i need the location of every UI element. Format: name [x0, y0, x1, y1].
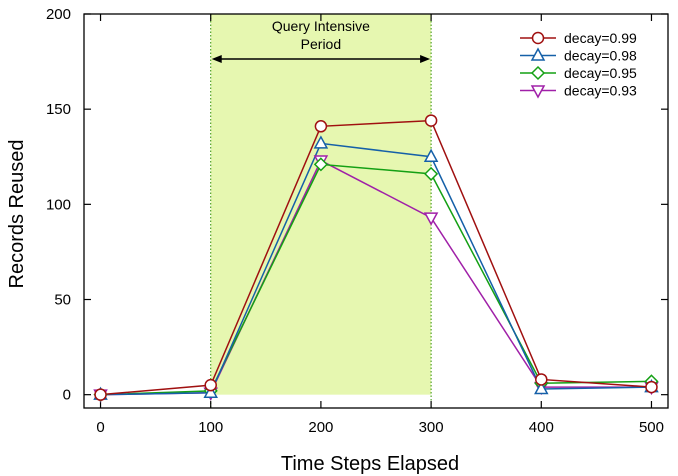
- legend-marker-decay=0.95: [530, 65, 546, 81]
- y-tick-label: 50: [54, 292, 71, 309]
- region-arrow-left-head: [211, 55, 222, 63]
- annotation-line-2: Period: [301, 36, 341, 52]
- data-point-decay=0.99: [314, 120, 328, 133]
- x-tick-label: 0: [96, 419, 104, 436]
- data-point-decay=0.99: [535, 373, 548, 386]
- y-tick-label: 200: [46, 6, 71, 23]
- x-tick-label: 500: [639, 419, 664, 436]
- region-arrow-right-head: [420, 55, 431, 63]
- series-line-decay=0.99: [100, 119, 652, 396]
- legend-marker-decay=0.93: [530, 85, 546, 99]
- plot-frame: [83, 13, 669, 409]
- y-tick-label: 100: [46, 196, 71, 213]
- data-point-decay=0.99: [94, 388, 107, 401]
- x-tick-label: 100: [198, 419, 223, 436]
- data-point-decay=0.98: [534, 380, 549, 395]
- data-point-decay=0.98: [313, 135, 329, 149]
- annotation-line-1: Query Intensive: [272, 18, 370, 34]
- legend-label: decay=0.98: [564, 48, 637, 64]
- y-axis-title: Records Reused: [6, 140, 28, 289]
- x-tick-label: 300: [419, 419, 444, 436]
- data-point-decay=0.95: [313, 157, 328, 172]
- legend-label: decay=0.95: [564, 65, 637, 81]
- x-tick-label: 200: [308, 419, 333, 436]
- y-tick-label: 150: [46, 101, 71, 118]
- data-point-decay=0.99: [645, 380, 658, 394]
- data-point-decay=0.99: [204, 378, 217, 392]
- data-point-decay=0.98: [423, 148, 439, 163]
- legend-marker-decay=0.99: [531, 31, 545, 45]
- data-point-decay=0.95: [424, 166, 439, 181]
- query-intensive-region: [210, 14, 432, 395]
- legend-label: decay=0.93: [564, 83, 637, 99]
- series-line-decay=0.95: [100, 163, 652, 396]
- data-point-decay=0.93: [423, 212, 439, 226]
- data-point-decay=0.99: [424, 114, 438, 127]
- data-point-decay=0.98: [203, 384, 218, 399]
- legend-marker-decay=0.98: [530, 47, 546, 61]
- legend-label: decay=0.99: [564, 30, 637, 46]
- y-tick-label: 0: [63, 387, 71, 404]
- x-tick-label: 400: [529, 419, 554, 436]
- series-line-decay=0.98: [100, 142, 652, 396]
- x-axis-title: Time Steps Elapsed: [281, 453, 459, 475]
